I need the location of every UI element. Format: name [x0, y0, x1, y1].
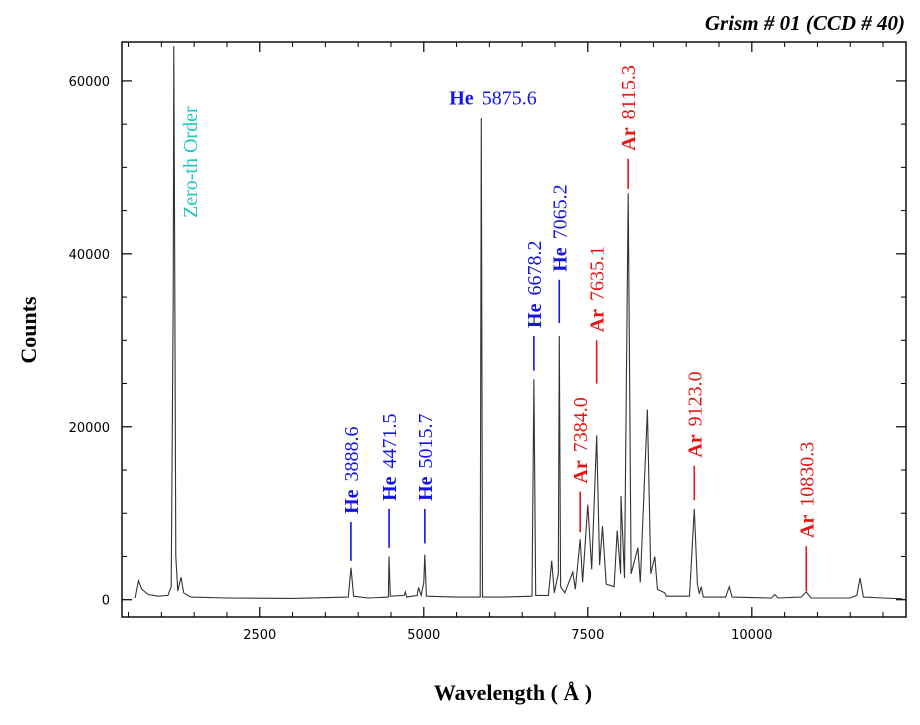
wavelength-value: 6678.2	[524, 241, 546, 296]
line-label-he-5015.7: He 5015.7	[415, 413, 437, 500]
line-label-he-6678.2: He 6678.2	[524, 241, 546, 328]
element-symbol: Ar	[796, 515, 818, 538]
line-label-ar-8115.3: Ar 8115.3	[618, 65, 640, 151]
x-tick-label: 5000	[407, 628, 440, 643]
wavelength-value: 7635.1	[587, 246, 609, 301]
element-symbol: Ar	[587, 309, 609, 332]
x-tick-label: 10000	[731, 628, 772, 643]
element-symbol: He	[549, 247, 571, 272]
element-symbol: He	[379, 476, 401, 501]
line-label-he-5875.6: He 5875.6	[449, 87, 536, 109]
wavelength-value: 3888.6	[341, 426, 363, 481]
zero-order-label: Zero-th Order	[180, 106, 202, 218]
line-annotations: Zero-th Order He 3888.6 He 4471.5 He 5015.7 He 5…	[180, 65, 818, 592]
element-symbol: Ar	[618, 127, 640, 150]
y-axis-label: Counts	[16, 296, 41, 364]
line-label-he-3888.6: He 3888.6	[341, 426, 363, 513]
wavelength-value: 5875.6	[482, 87, 537, 109]
y-tick-label: 40000	[69, 248, 110, 263]
wavelength-value: 4471.5	[379, 413, 401, 468]
element-symbol: He	[449, 87, 474, 109]
spectrum-line	[134, 46, 903, 600]
element-symbol: He	[341, 489, 363, 514]
element-symbol: He	[415, 476, 437, 501]
y-tick-label: 0	[102, 594, 110, 609]
wavelength-value: 7065.2	[549, 184, 571, 239]
x-tick-label: 7500	[571, 628, 604, 643]
wavelength-value: 7384.0	[570, 397, 592, 452]
line-label-ar-7384.0: Ar 7384.0	[570, 397, 592, 483]
x-axis: 2500 5000 7500 10000	[128, 42, 884, 643]
wavelength-value: 8115.3	[618, 65, 640, 119]
x-axis-label: Wavelength ( Å )	[434, 680, 592, 705]
line-label-ar-9123.0: Ar 9123.0	[684, 371, 706, 457]
line-label-he-7065.2: He 7065.2	[549, 184, 571, 271]
element-symbol: Ar	[570, 460, 592, 483]
wavelength-value: 10830.3	[796, 442, 818, 507]
x-tick-label: 2500	[243, 628, 276, 643]
element-symbol: Ar	[684, 434, 706, 457]
zero-order-text: Zero-th Order	[180, 106, 202, 218]
line-label-ar-10830.3: Ar 10830.3	[796, 442, 818, 538]
wavelength-value: 9123.0	[684, 371, 706, 426]
y-tick-label: 60000	[69, 75, 110, 90]
element-symbol: He	[524, 303, 546, 328]
y-axis: 0 20000 40000 60000	[69, 75, 906, 609]
line-label-he-4471.5: He 4471.5	[379, 413, 401, 500]
y-tick-label: 20000	[69, 421, 110, 436]
line-label-ar-7635.1: Ar 7635.1	[587, 246, 609, 332]
wavelength-value: 5015.7	[415, 413, 437, 468]
chart-title: Grism # 01 (CCD # 40)	[705, 11, 905, 35]
plot-frame	[121, 41, 907, 618]
